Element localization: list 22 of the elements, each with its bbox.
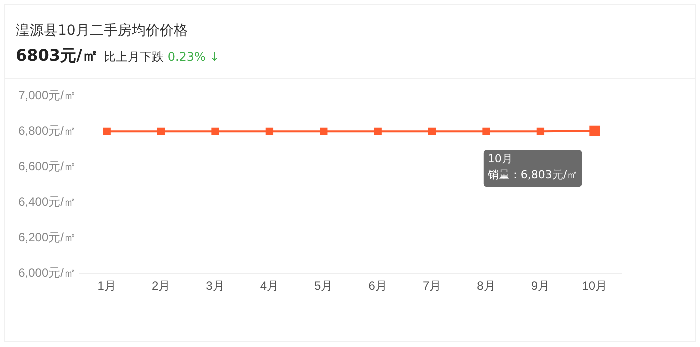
y-tick-label: 6,000元/㎡	[18, 266, 76, 280]
y-tick-label: 6,600元/㎡	[18, 159, 76, 174]
y-tick-label: 7,000元/㎡	[18, 88, 76, 103]
x-tick-label: 10月	[582, 279, 608, 294]
chart-title: 湟源县10月二手房均价价格	[16, 22, 188, 40]
text: 比上月下跌	[104, 50, 164, 64]
x-tick-label: 4月	[260, 279, 280, 294]
x-tick-label: 9月	[531, 279, 550, 294]
x-tick-label: 7月	[422, 279, 442, 294]
x-tick-label: 3月	[206, 279, 225, 294]
x-tick-label: 5月	[314, 279, 334, 294]
x-tick-label: 6月	[368, 279, 388, 294]
x-tick-label: 8月	[477, 279, 496, 294]
y-tick-label: 6,200元/㎡	[18, 230, 76, 244]
x-tick-label: 2月	[152, 279, 171, 294]
annotation: 销量：6,803元/㎡	[486, 168, 578, 182]
text: 0.23% ↓	[168, 50, 220, 64]
chart-subtitle: 6803元/㎡	[16, 46, 98, 67]
y-tick-label: 6,400元/㎡	[18, 194, 76, 209]
x-tick-label: 1月	[98, 279, 116, 294]
annotation: 10月	[488, 152, 513, 166]
y-tick-label: 6,800元/㎡	[18, 124, 76, 138]
